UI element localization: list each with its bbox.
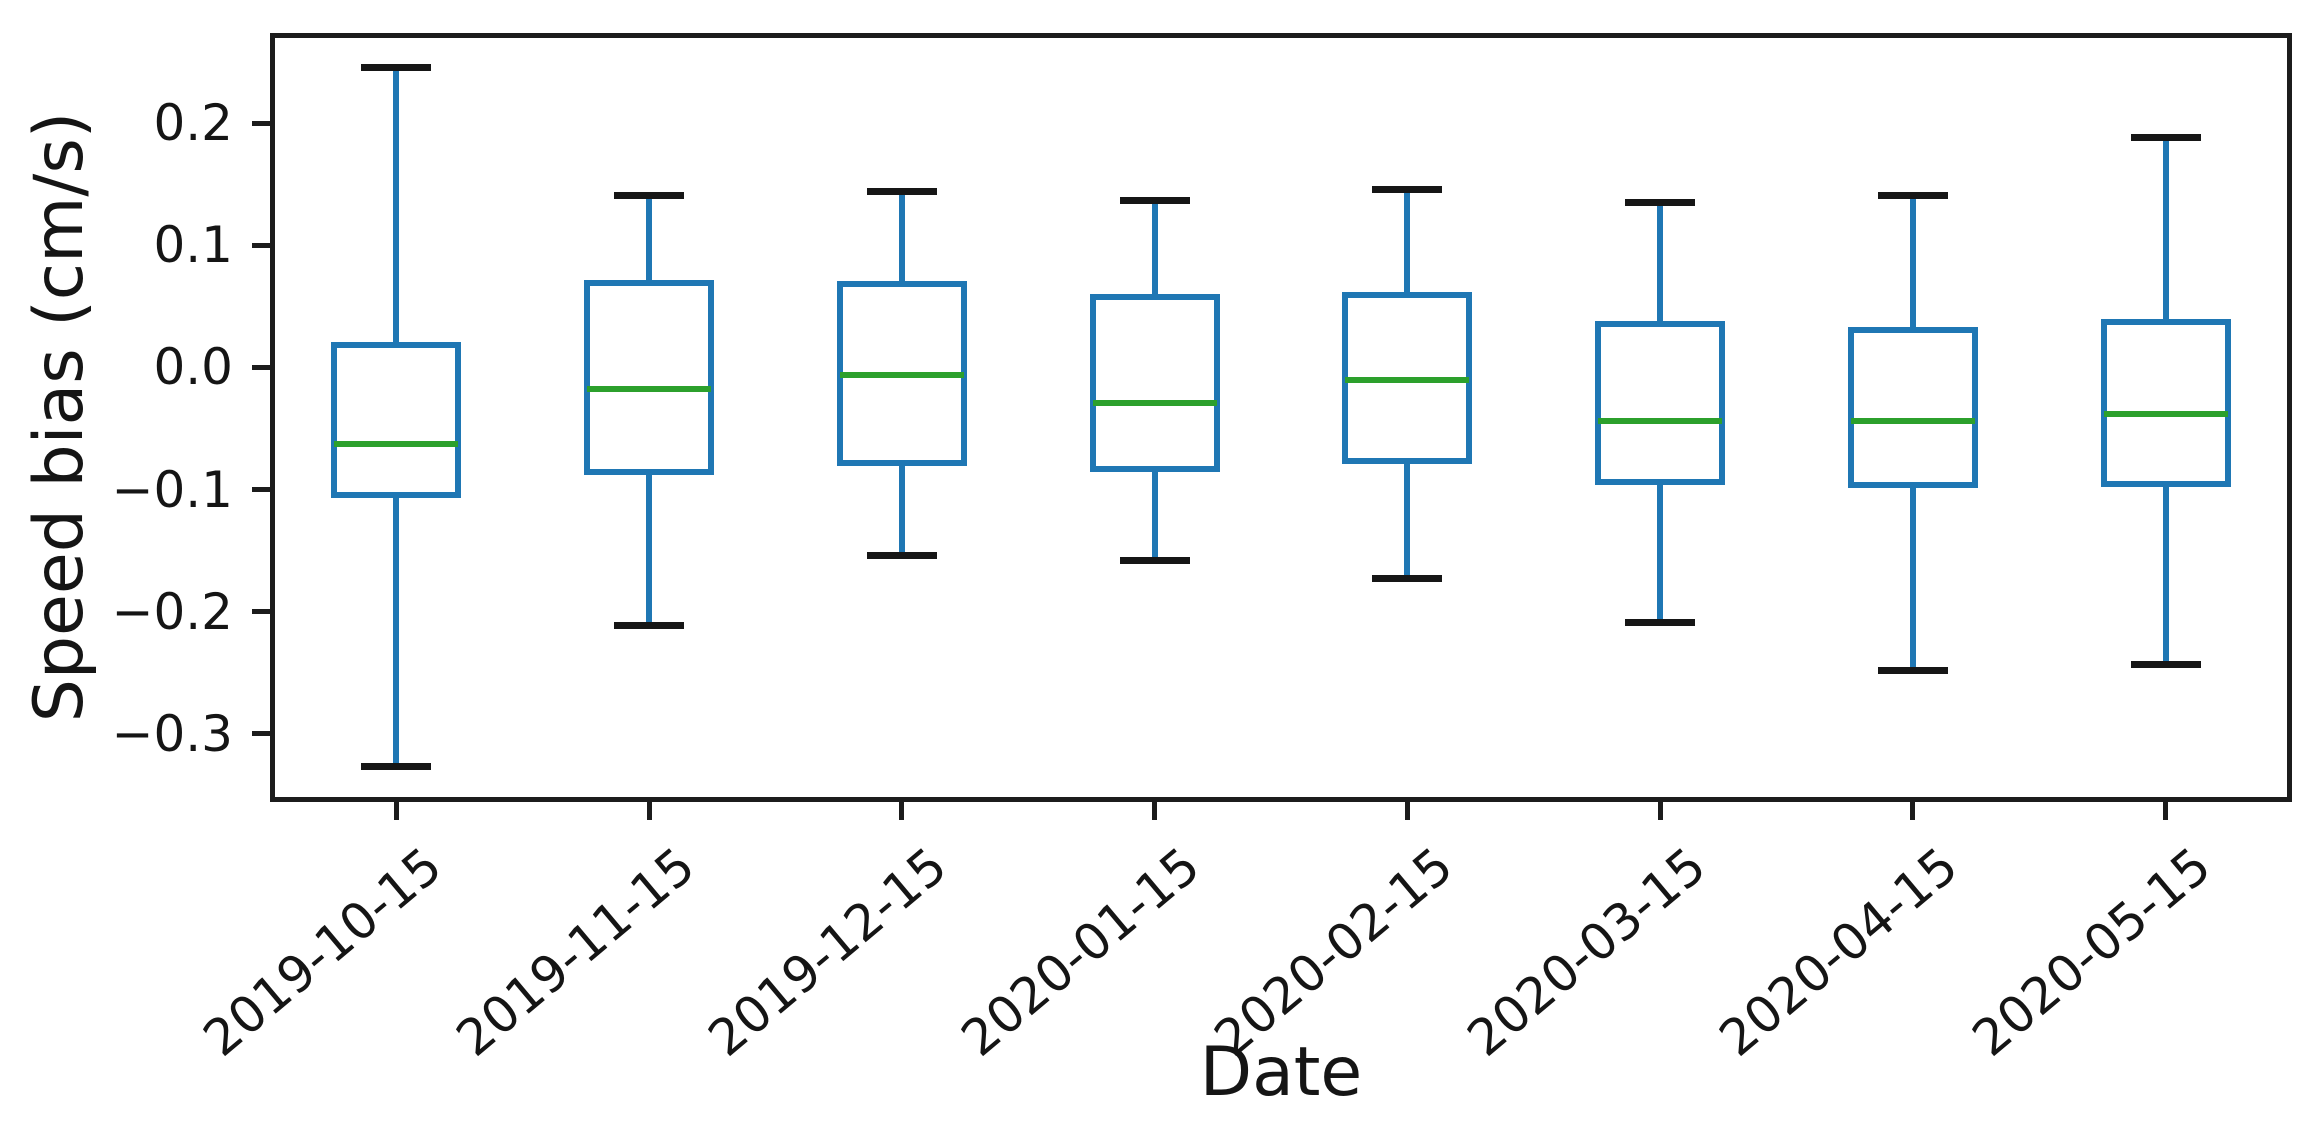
y-tick-label: −0.1 xyxy=(111,460,233,519)
box-2020-03-15 xyxy=(1595,321,1726,485)
whisker-upper-2020-05-15 xyxy=(2162,137,2169,319)
y-tick-label: 0.0 xyxy=(153,338,233,397)
cap-upper-2019-10-15 xyxy=(361,63,432,71)
plot-area xyxy=(270,33,2292,802)
y-tick-label: −0.3 xyxy=(111,704,233,763)
x-tick-mark xyxy=(646,802,652,820)
whisker-lower-2020-02-15 xyxy=(1404,463,1411,579)
median-2019-12-15 xyxy=(839,371,964,378)
x-tick-mark xyxy=(1910,802,1916,820)
box-2020-05-15 xyxy=(2100,318,2231,488)
x-tick-label: 2020-01-15 xyxy=(950,836,1211,1068)
x-tick-mark xyxy=(393,802,399,820)
median-2020-02-15 xyxy=(1345,376,1470,383)
cap-upper-2019-12-15 xyxy=(866,188,937,196)
y-tick-label: 0.1 xyxy=(153,216,233,275)
cap-lower-2019-11-15 xyxy=(614,621,685,629)
whisker-upper-2020-03-15 xyxy=(1657,202,1664,322)
cap-upper-2020-05-15 xyxy=(2130,134,2201,142)
cap-lower-2020-01-15 xyxy=(1119,556,1190,564)
y-tick-mark xyxy=(252,731,270,737)
cap-upper-2020-03-15 xyxy=(1625,199,1696,207)
whisker-lower-2020-05-15 xyxy=(2162,487,2169,665)
box-2019-10-15 xyxy=(331,341,462,499)
cap-upper-2020-01-15 xyxy=(1119,196,1190,204)
whisker-upper-2020-04-15 xyxy=(1909,195,1916,328)
cap-upper-2019-11-15 xyxy=(614,191,685,199)
cap-upper-2020-02-15 xyxy=(1372,185,1443,193)
whisker-lower-2019-11-15 xyxy=(646,474,653,625)
cap-lower-2019-10-15 xyxy=(361,763,432,771)
median-2020-04-15 xyxy=(1850,418,1975,425)
median-2020-01-15 xyxy=(1092,399,1217,406)
y-tick-mark xyxy=(252,120,270,126)
x-tick-mark xyxy=(1657,802,1663,820)
y-tick-mark xyxy=(252,487,270,493)
x-tick-mark xyxy=(1404,802,1410,820)
y-tick-mark xyxy=(252,364,270,370)
x-tick-mark xyxy=(2163,802,2169,820)
cap-lower-2020-02-15 xyxy=(1372,575,1443,583)
x-tick-label: 2020-03-15 xyxy=(1456,836,1717,1068)
cap-lower-2020-05-15 xyxy=(2130,660,2201,668)
median-2020-03-15 xyxy=(1598,418,1723,425)
whisker-lower-2020-04-15 xyxy=(1909,488,1916,671)
box-2019-11-15 xyxy=(584,279,715,475)
x-tick-label: 2020-05-15 xyxy=(1961,836,2222,1068)
y-tick-mark xyxy=(252,609,270,615)
y-tick-label: 0.2 xyxy=(153,94,233,153)
whisker-lower-2020-03-15 xyxy=(1657,484,1664,623)
x-tick-mark xyxy=(1152,802,1158,820)
whisker-upper-2020-01-15 xyxy=(1151,200,1158,295)
cap-lower-2020-04-15 xyxy=(1877,666,1948,674)
x-tick-label: 2020-04-15 xyxy=(1708,836,1969,1068)
median-2019-11-15 xyxy=(587,386,712,393)
whisker-lower-2019-10-15 xyxy=(393,498,400,767)
x-tick-label: 2020-02-15 xyxy=(1203,836,1464,1068)
cap-lower-2019-12-15 xyxy=(866,551,937,559)
cap-upper-2020-04-15 xyxy=(1877,191,1948,199)
box-2020-04-15 xyxy=(1847,327,1978,489)
x-tick-mark xyxy=(899,802,905,820)
x-tick-label: 2019-10-15 xyxy=(192,836,453,1068)
y-tick-mark xyxy=(252,242,270,248)
box-2020-01-15 xyxy=(1089,294,1220,473)
x-tick-label: 2019-12-15 xyxy=(697,836,958,1068)
whisker-lower-2020-01-15 xyxy=(1151,472,1158,561)
x-tick-label: 2019-11-15 xyxy=(445,836,706,1068)
whisker-upper-2020-02-15 xyxy=(1404,189,1411,292)
whisker-lower-2019-12-15 xyxy=(898,466,905,556)
x-axis-title: Date xyxy=(1199,1033,1363,1112)
y-tick-label: −0.2 xyxy=(111,582,233,641)
cap-lower-2020-03-15 xyxy=(1625,619,1696,627)
whisker-upper-2019-10-15 xyxy=(393,67,400,342)
median-2019-10-15 xyxy=(334,441,459,448)
median-2020-05-15 xyxy=(2103,410,2228,417)
whisker-upper-2019-11-15 xyxy=(646,195,653,280)
whisker-upper-2019-12-15 xyxy=(898,191,905,281)
